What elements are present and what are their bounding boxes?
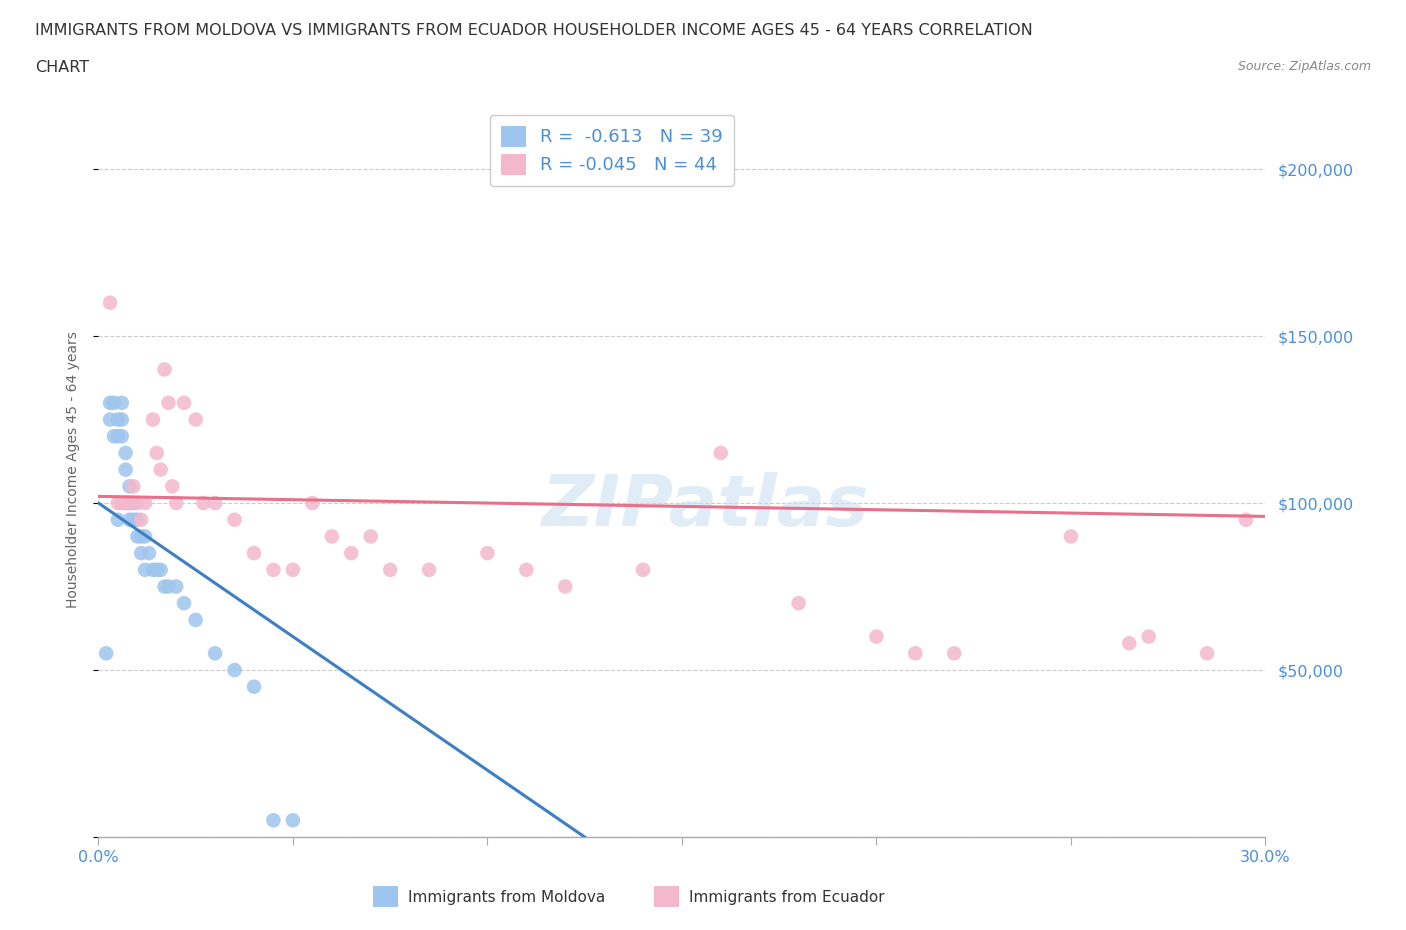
- Text: ZIPatlas: ZIPatlas: [541, 472, 869, 541]
- Point: [118, 496, 141, 511]
- Point: [477, 546, 499, 561]
- Point: [114, 496, 136, 511]
- Point: [129, 512, 152, 527]
- Point: [243, 679, 266, 694]
- Point: [321, 529, 343, 544]
- Point: [1137, 630, 1160, 644]
- Point: [146, 563, 169, 578]
- Point: [134, 496, 156, 511]
- Point: [111, 412, 134, 427]
- Point: [184, 613, 207, 628]
- Point: [107, 496, 129, 511]
- Point: [111, 496, 134, 511]
- Point: [129, 546, 152, 561]
- Point: [107, 429, 129, 444]
- Point: [122, 479, 145, 494]
- Point: [1195, 645, 1218, 660]
- Point: [146, 445, 169, 460]
- Point: [114, 496, 136, 511]
- Point: [107, 412, 129, 427]
- Y-axis label: Householder Income Ages 45 - 64 years: Householder Income Ages 45 - 64 years: [66, 331, 80, 608]
- Point: [114, 462, 136, 477]
- Point: [165, 496, 187, 511]
- Point: [134, 563, 156, 578]
- Point: [340, 546, 363, 561]
- Point: [157, 579, 180, 594]
- Point: [173, 596, 195, 611]
- Text: IMMIGRANTS FROM MOLDOVA VS IMMIGRANTS FROM ECUADOR HOUSEHOLDER INCOME AGES 45 - : IMMIGRANTS FROM MOLDOVA VS IMMIGRANTS FR…: [35, 23, 1033, 38]
- Point: [865, 630, 887, 644]
- Point: [153, 362, 176, 377]
- Point: [149, 462, 172, 477]
- Point: [301, 496, 323, 511]
- Point: [204, 645, 226, 660]
- Point: [281, 813, 304, 828]
- Point: [118, 496, 141, 511]
- Point: [103, 429, 125, 444]
- Point: [129, 529, 152, 544]
- Point: [118, 512, 141, 527]
- Point: [157, 395, 180, 410]
- Point: [904, 645, 927, 660]
- Text: Source: ZipAtlas.com: Source: ZipAtlas.com: [1237, 60, 1371, 73]
- Point: [149, 563, 172, 578]
- Point: [281, 563, 304, 578]
- Point: [224, 512, 246, 527]
- Point: [224, 662, 246, 677]
- Point: [127, 512, 149, 527]
- Point: [710, 445, 733, 460]
- Legend: R =  -0.613   N = 39, R = -0.045   N = 44: R = -0.613 N = 39, R = -0.045 N = 44: [489, 115, 734, 186]
- Point: [193, 496, 215, 511]
- Text: CHART: CHART: [35, 60, 89, 75]
- Text: Immigrants from Moldova: Immigrants from Moldova: [408, 890, 605, 905]
- Point: [554, 579, 576, 594]
- Point: [204, 496, 226, 511]
- Point: [360, 529, 382, 544]
- Point: [122, 512, 145, 527]
- Point: [142, 412, 165, 427]
- Point: [96, 645, 118, 660]
- Point: [111, 395, 134, 410]
- Point: [243, 546, 266, 561]
- Point: [138, 546, 160, 561]
- Point: [418, 563, 440, 578]
- Point: [943, 645, 966, 660]
- Point: [1234, 512, 1257, 527]
- Point: [118, 479, 141, 494]
- Point: [127, 529, 149, 544]
- Point: [107, 512, 129, 527]
- Point: [98, 395, 121, 410]
- Point: [111, 429, 134, 444]
- Point: [165, 579, 187, 594]
- Point: [1060, 529, 1083, 544]
- Point: [184, 412, 207, 427]
- Point: [122, 496, 145, 511]
- Point: [127, 496, 149, 511]
- Point: [631, 563, 654, 578]
- Point: [98, 412, 121, 427]
- Point: [787, 596, 810, 611]
- Point: [162, 479, 184, 494]
- Point: [98, 295, 121, 310]
- Point: [142, 563, 165, 578]
- Text: Immigrants from Ecuador: Immigrants from Ecuador: [689, 890, 884, 905]
- Point: [378, 563, 402, 578]
- Point: [103, 395, 125, 410]
- Point: [262, 813, 284, 828]
- Point: [515, 563, 537, 578]
- Point: [114, 445, 136, 460]
- Point: [262, 563, 284, 578]
- Point: [153, 579, 176, 594]
- Point: [1118, 636, 1140, 651]
- Point: [134, 529, 156, 544]
- Point: [173, 395, 195, 410]
